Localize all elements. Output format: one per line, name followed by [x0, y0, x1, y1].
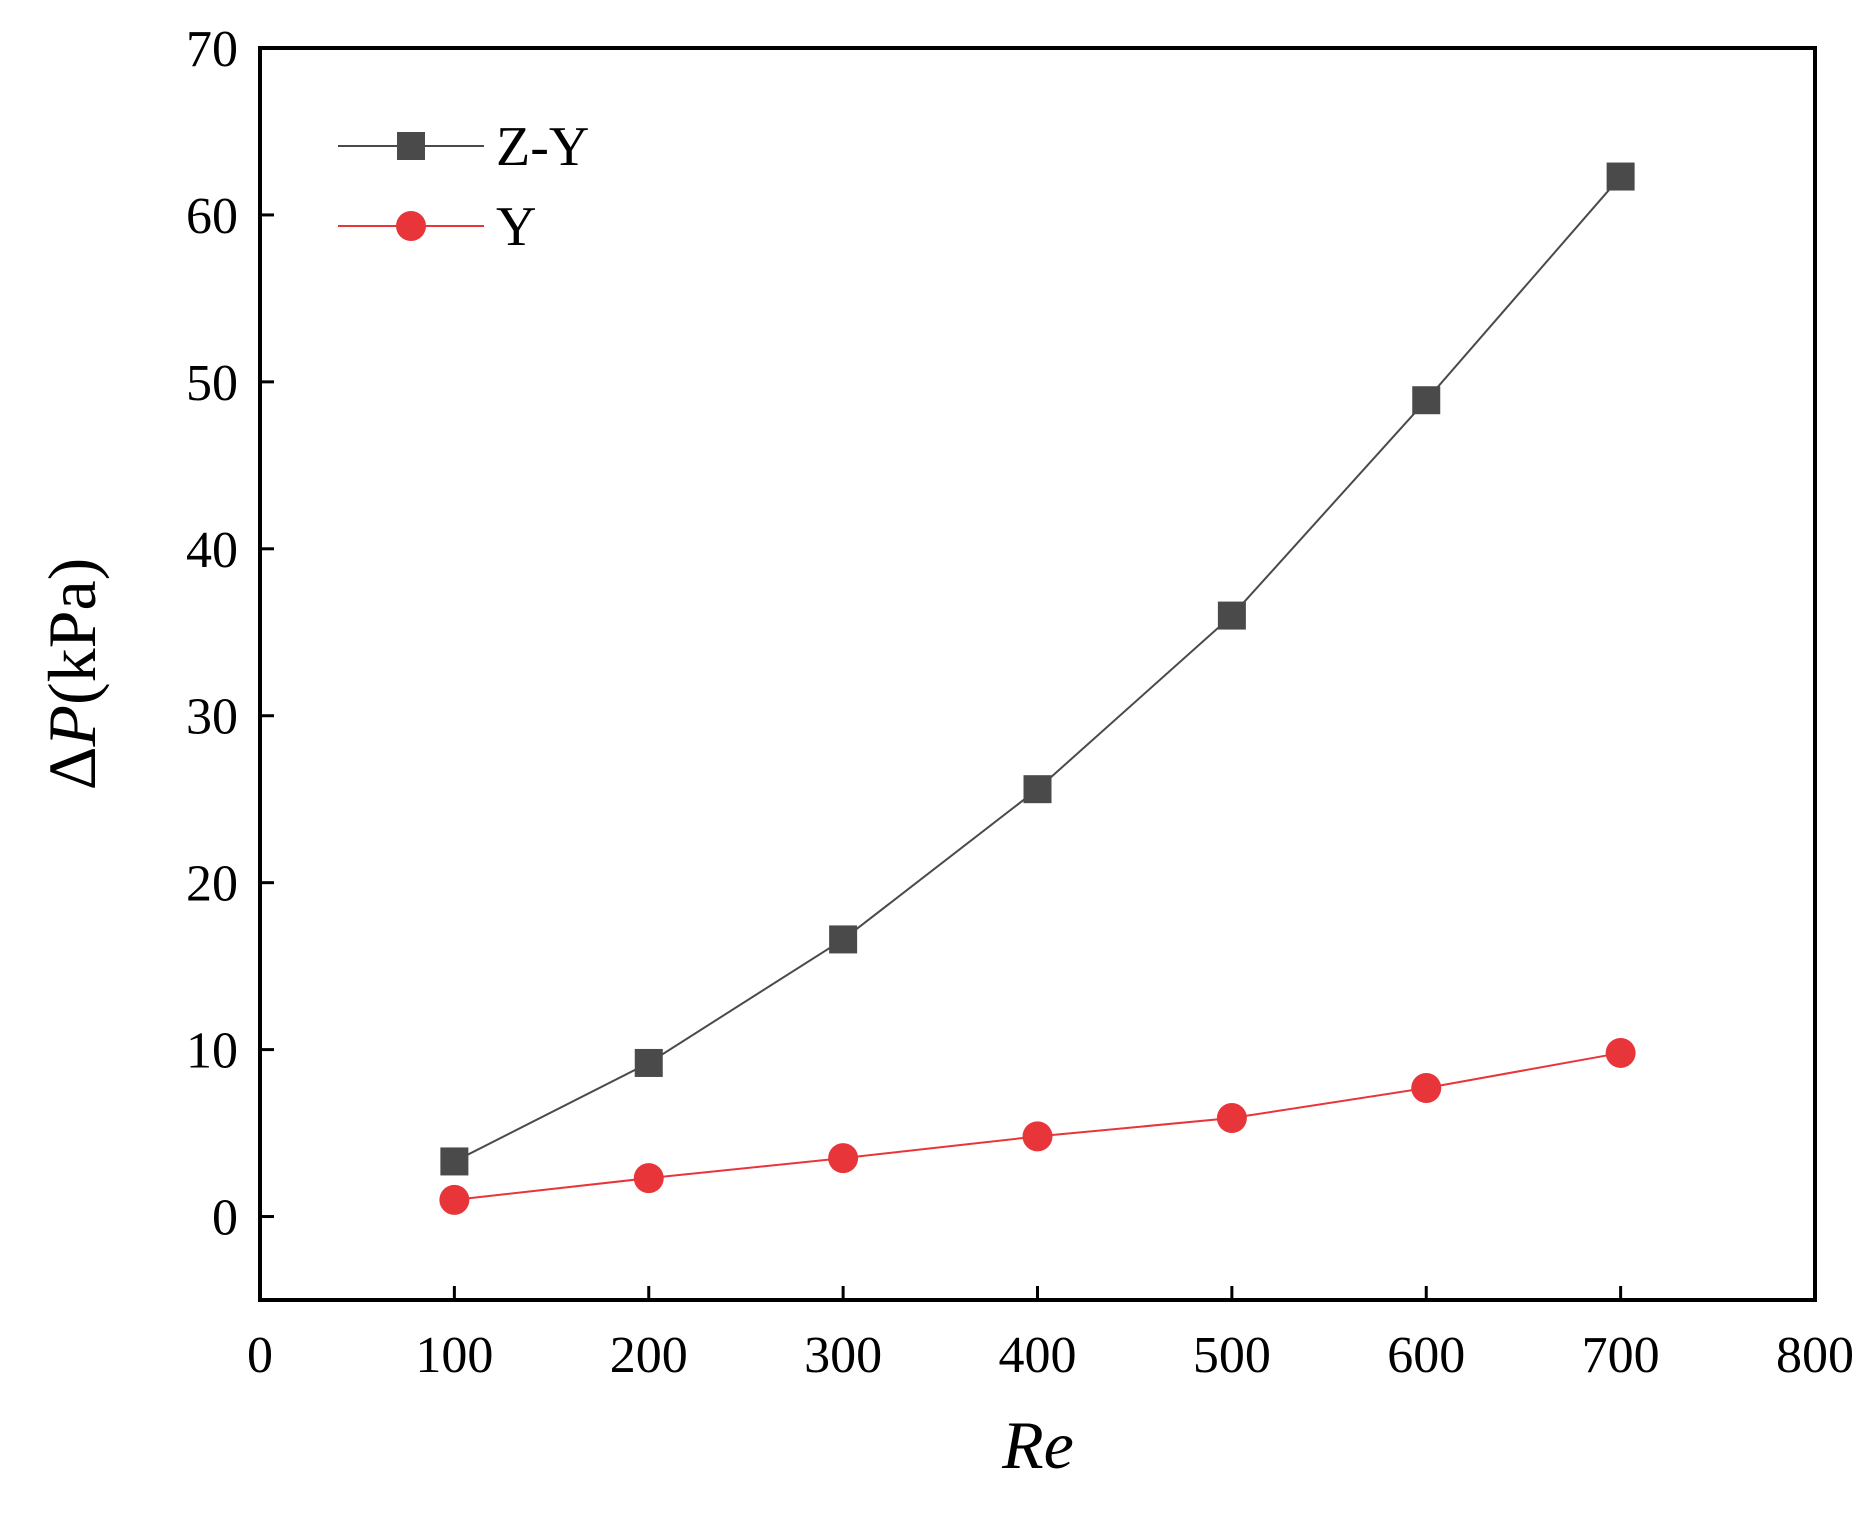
plot-frame	[258, 46, 1817, 1302]
legend-label-Z-Y: Z-Y	[496, 116, 589, 178]
point-Y-0	[439, 1184, 470, 1215]
legend-marker-Z-Y	[397, 132, 425, 160]
point-Z-Y-0	[440, 1147, 469, 1176]
point-Z-Y-1	[634, 1048, 663, 1077]
series-line-Z-Y	[453, 175, 1622, 1163]
y-tick-label-0: 0	[212, 1190, 238, 1247]
point-Y-5	[1411, 1072, 1442, 1103]
y-tick-label-1: 10	[186, 1023, 238, 1080]
y-tick-label-5: 50	[186, 355, 238, 412]
y-axis-title: ΔP(kPa)	[34, 558, 110, 791]
legend: Z-Y Y	[338, 116, 589, 258]
x-tick-label-4: 400	[999, 1327, 1077, 1384]
legend-marker-Y	[396, 211, 426, 241]
y-tick-label-2: 20	[186, 856, 238, 913]
point-Z-Y-2	[829, 925, 858, 954]
point-Z-Y-3	[1023, 775, 1052, 804]
point-Y-6	[1605, 1037, 1636, 1068]
point-Y-1	[633, 1163, 664, 1194]
y-tick-label-4: 40	[186, 522, 238, 579]
y-tick-label-7: 70	[186, 21, 238, 78]
point-Z-Y-4	[1217, 601, 1246, 630]
point-Y-3	[1022, 1121, 1053, 1152]
y-axis-title-unit: (kPa)	[34, 558, 110, 705]
y-tick-label-3: 30	[186, 689, 238, 746]
y-tick-label-6: 60	[186, 188, 238, 245]
legend-label-Y: Y	[496, 196, 536, 258]
x-tick-label-8: 800	[1776, 1327, 1854, 1384]
x-tick-label-5: 500	[1193, 1327, 1271, 1384]
point-Y-2	[828, 1143, 859, 1174]
tick-labels: 0 100 200 300 400 500 600 700 800 0 10 20 30 40 50 60 70	[186, 21, 1854, 1384]
x-tick-label-0: 0	[247, 1327, 273, 1384]
x-tick-label-6: 600	[1387, 1327, 1465, 1384]
x-tick-label-2: 200	[610, 1327, 688, 1384]
x-tick-label-7: 700	[1582, 1327, 1660, 1384]
x-axis-title: Re	[1001, 1407, 1074, 1483]
plot-area	[439, 162, 1636, 1215]
y-axis-title-symbol: Δ	[34, 747, 110, 791]
x-tick-label-3: 300	[804, 1327, 882, 1384]
y-axis-title-variable: P	[34, 705, 110, 748]
x-tick-label-1: 100	[415, 1327, 493, 1384]
point-Z-Y-6	[1606, 162, 1635, 191]
axis-ticks	[258, 46, 1817, 1300]
point-Y-4	[1216, 1103, 1247, 1134]
point-Z-Y-5	[1412, 386, 1441, 415]
